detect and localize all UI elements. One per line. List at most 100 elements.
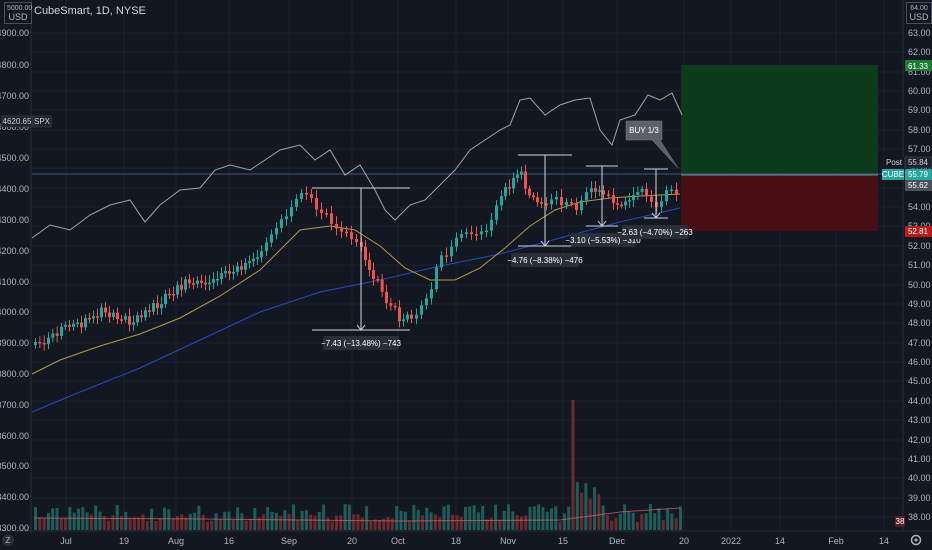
- volume-bar: [335, 515, 338, 530]
- volume-bar: [115, 504, 119, 530]
- time-axis-label: 14: [879, 536, 889, 546]
- candle-body: [172, 294, 175, 296]
- right-price-axis[interactable]: 63.0062.0061.0060.0059.0058.0057.0056.00…: [908, 28, 931, 522]
- candle-body: [524, 171, 527, 189]
- volume-bar: [575, 482, 579, 530]
- svg-text:55.62: 55.62: [908, 181, 929, 190]
- volume-bar: [373, 519, 377, 530]
- candle-body: [156, 303, 159, 309]
- volume-bar: [330, 521, 334, 530]
- candlestick-series: [34, 164, 678, 351]
- volume-bar: [64, 518, 68, 530]
- candle-body: [624, 201, 627, 206]
- tradingview-z-icon[interactable]: Z: [2, 534, 14, 546]
- candle-body: [490, 219, 493, 231]
- volume-bar: [365, 506, 369, 530]
- left-axis-tick: 4700.00: [0, 91, 29, 101]
- candle-body: [148, 310, 151, 312]
- measure-tool-sep[interactable]: −7.43 (−13.48%) −743: [312, 187, 410, 350]
- candle-body: [64, 324, 67, 327]
- volume-bar: [141, 514, 145, 530]
- candle-body: [402, 319, 405, 322]
- candle-body: [280, 219, 283, 228]
- volume-bar: [111, 515, 115, 530]
- candle-body: [168, 293, 171, 296]
- right-axis-tick: 51.00: [908, 260, 931, 270]
- left-price-axis[interactable]: 4900.004800.004700.004600.004500.004400.…: [0, 28, 29, 533]
- volume-bar: [679, 506, 682, 530]
- volume-bar: [661, 520, 665, 530]
- volume-bar: [360, 517, 364, 530]
- candle-body: [132, 322, 135, 325]
- candle-body: [508, 187, 511, 189]
- buy-callout[interactable]: BUY 1/3: [625, 120, 679, 169]
- volume-bar: [541, 507, 545, 530]
- measure-tool-mid[interactable]: −3.10 (−5.53%) −310: [565, 165, 641, 247]
- time-axis-label: 15: [558, 536, 568, 546]
- volume-bars: [33, 400, 682, 530]
- right-axis-tick: 59.00: [908, 105, 931, 115]
- volume-bar: [55, 507, 59, 530]
- volume-bar: [390, 518, 394, 530]
- candle-body: [192, 283, 195, 285]
- measure-tool-nov[interactable]: −4.76 (−8.38%) −476: [507, 154, 583, 267]
- candle-body: [495, 205, 498, 220]
- volume-bar: [300, 511, 304, 530]
- candle-body: [607, 194, 610, 196]
- candle-body: [650, 196, 653, 202]
- volume-bar: [34, 507, 37, 530]
- volume-bar: [102, 515, 106, 530]
- volume-bar: [231, 519, 235, 530]
- candle-body: [305, 192, 308, 195]
- left-axis-tick: 4100.00: [0, 277, 29, 287]
- volume-bar: [137, 517, 141, 530]
- volume-bar: [421, 515, 424, 530]
- left-unit-box[interactable]: 5000.00 USD: [4, 2, 32, 24]
- candle-body: [232, 271, 235, 274]
- measure-tool-dec[interactable]: −2.63 (−4.70%) −263: [617, 168, 693, 239]
- target-zone[interactable]: [681, 65, 878, 174]
- candle-body: [520, 171, 523, 175]
- volume-bar: [124, 511, 128, 530]
- candle-body: [152, 303, 155, 312]
- volume-bar: [343, 504, 347, 530]
- right-unit-box[interactable]: 64.00 USD: [906, 2, 932, 24]
- right-axis-tick: 38.00: [908, 512, 931, 522]
- right-axis-tick: 63.00: [908, 28, 931, 38]
- volume-bar: [292, 504, 295, 530]
- settings-icon[interactable]: [910, 534, 922, 546]
- volume-bar: [214, 513, 218, 530]
- candle-body: [188, 279, 191, 284]
- time-axis-label: 14: [775, 536, 785, 546]
- stop-zone[interactable]: [681, 176, 878, 231]
- volume-bar: [455, 515, 459, 530]
- measure-nov-label: −4.76 (−8.38%) −476: [507, 256, 583, 265]
- candle-body: [176, 284, 179, 295]
- cube-price-tag: CUBE 55.79: [882, 169, 932, 180]
- right-unit-label: USD: [909, 12, 929, 22]
- candle-body: [598, 190, 601, 192]
- volume-price-tag: 38: [895, 516, 905, 527]
- time-axis-label: Aug: [168, 536, 184, 546]
- candle-body: [410, 314, 413, 319]
- time-axis-label: Nov: [500, 536, 517, 546]
- candle-body: [420, 305, 423, 315]
- volume-bar: [528, 506, 532, 530]
- volume-bar: [610, 520, 614, 530]
- volume-bar: [442, 506, 446, 530]
- volume-bar: [158, 518, 162, 530]
- ma-long-line: [31, 207, 681, 413]
- volume-bar: [395, 506, 399, 530]
- candle-body: [112, 312, 115, 317]
- candle-body: [34, 342, 37, 345]
- candle-body: [325, 213, 328, 215]
- volume-bar: [72, 512, 76, 530]
- volume-bar: [339, 515, 343, 530]
- volume-bar: [184, 517, 188, 530]
- candle-body: [260, 251, 263, 258]
- candle-body: [290, 206, 293, 217]
- time-axis[interactable]: Jul 19 Aug 16 Sep 20 Oct 18 Nov 15 Dec 20 2022 14 Feb 1…: [60, 536, 889, 546]
- right-axis-tick: 54.00: [908, 202, 931, 212]
- candle-body: [440, 255, 443, 268]
